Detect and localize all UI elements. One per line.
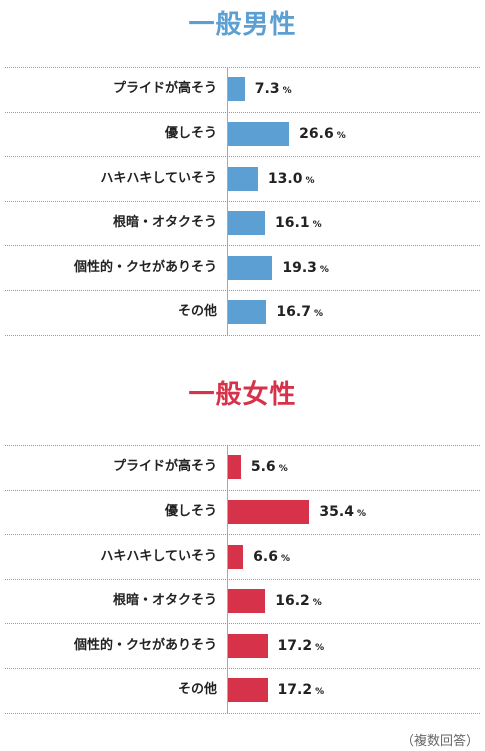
male-bar bbox=[228, 255, 273, 280]
male-chart-title: 一般男性 bbox=[188, 10, 297, 40]
male-value-number: 16.7 bbox=[276, 304, 311, 321]
male-category-label: その他 bbox=[177, 304, 217, 320]
female-value-unit: % bbox=[315, 642, 325, 653]
male-value-unit: % bbox=[305, 175, 315, 186]
male-category-label: ハキハキしていそう bbox=[100, 170, 217, 186]
female-value-number: 5.6 bbox=[250, 459, 276, 476]
male-value-number: 13.0 bbox=[267, 170, 303, 187]
male-row-divider bbox=[5, 290, 480, 291]
female-value-unit: % bbox=[278, 464, 288, 475]
female-value-label: 17.2% bbox=[278, 638, 325, 656]
female-value-label: 16.2% bbox=[275, 593, 322, 611]
female-category-label: 優しそう bbox=[164, 503, 217, 519]
male-bar bbox=[228, 300, 267, 325]
female-value-number: 17.2 bbox=[277, 682, 313, 699]
male-value-label: 19.3% bbox=[282, 260, 329, 278]
male-category-label: 優しそう bbox=[164, 125, 217, 141]
female-row-divider bbox=[5, 445, 480, 446]
male-chart: 一般男性 プライドが高そう 7.3% 優しそう 26.6% ハキハキしていそう 13.0%… bbox=[0, 0, 485, 360]
female-bar bbox=[228, 678, 268, 703]
male-value-label: 7.3% bbox=[255, 81, 292, 99]
female-row-divider bbox=[5, 534, 480, 536]
female-category-label: ハキハキしていそう bbox=[100, 548, 217, 564]
male-value-label: 26.6% bbox=[299, 126, 346, 144]
male-value-label: 16.1% bbox=[275, 215, 322, 233]
male-value-number: 19.3 bbox=[282, 259, 317, 276]
female-value-unit: % bbox=[312, 598, 322, 609]
female-row-divider bbox=[5, 712, 480, 714]
multiple-answers-note: （複数回答） bbox=[400, 734, 479, 749]
female-bar bbox=[228, 544, 244, 569]
female-category-label: 個性的・クセがありそう bbox=[73, 637, 217, 653]
female-bar bbox=[228, 499, 310, 524]
female-value-label: 6.6% bbox=[253, 549, 290, 567]
male-row-divider bbox=[5, 245, 480, 247]
male-value-label: 13.0% bbox=[268, 171, 315, 189]
female-row-divider bbox=[5, 668, 480, 669]
male-row-divider bbox=[5, 111, 480, 113]
male-value-unit: % bbox=[312, 220, 322, 231]
female-value-number: 16.2 bbox=[275, 593, 310, 610]
male-bar bbox=[228, 77, 245, 102]
female-value-unit: % bbox=[315, 687, 325, 698]
female-chart-title: 一般女性 bbox=[188, 380, 297, 410]
male-bar bbox=[228, 121, 290, 146]
female-bar bbox=[228, 455, 241, 480]
female-category-label: その他 bbox=[177, 682, 217, 698]
male-value-label: 16.7% bbox=[276, 304, 323, 322]
male-bar bbox=[228, 211, 266, 236]
female-value-number: 35.4 bbox=[319, 503, 354, 520]
male-row-divider bbox=[5, 334, 480, 336]
male-bar bbox=[228, 166, 258, 191]
female-value-label: 17.2% bbox=[278, 682, 325, 700]
male-value-number: 16.1 bbox=[275, 215, 310, 232]
male-value-unit: % bbox=[319, 264, 329, 275]
male-category-label: 個性的・クセがありそう bbox=[73, 259, 217, 275]
female-category-label: 根暗・オタクそう bbox=[112, 593, 217, 609]
female-value-unit: % bbox=[280, 553, 291, 564]
male-row-divider bbox=[5, 200, 480, 202]
female-bar bbox=[228, 633, 268, 658]
female-row-divider bbox=[5, 578, 480, 580]
male-category-label: 根暗・オタクそう bbox=[112, 215, 217, 231]
male-value-unit: % bbox=[282, 86, 292, 97]
female-bar bbox=[228, 589, 266, 614]
male-value-unit: % bbox=[313, 309, 323, 320]
male-value-number: 26.6 bbox=[299, 125, 334, 142]
male-value-unit: % bbox=[336, 130, 346, 141]
male-value-number: 7.3 bbox=[254, 81, 280, 98]
female-value-number: 6.6 bbox=[253, 548, 278, 565]
female-value-unit: % bbox=[356, 508, 366, 519]
female-value-label: 5.6% bbox=[251, 459, 288, 477]
male-row-divider bbox=[5, 156, 480, 158]
male-row-divider bbox=[5, 67, 480, 68]
male-category-label: プライドが高そう bbox=[112, 81, 217, 97]
female-value-number: 17.2 bbox=[277, 637, 313, 654]
female-value-label: 35.4% bbox=[319, 504, 366, 522]
female-row-divider bbox=[5, 489, 480, 491]
female-row-divider bbox=[5, 623, 480, 625]
female-category-label: プライドが高そう bbox=[112, 459, 217, 475]
